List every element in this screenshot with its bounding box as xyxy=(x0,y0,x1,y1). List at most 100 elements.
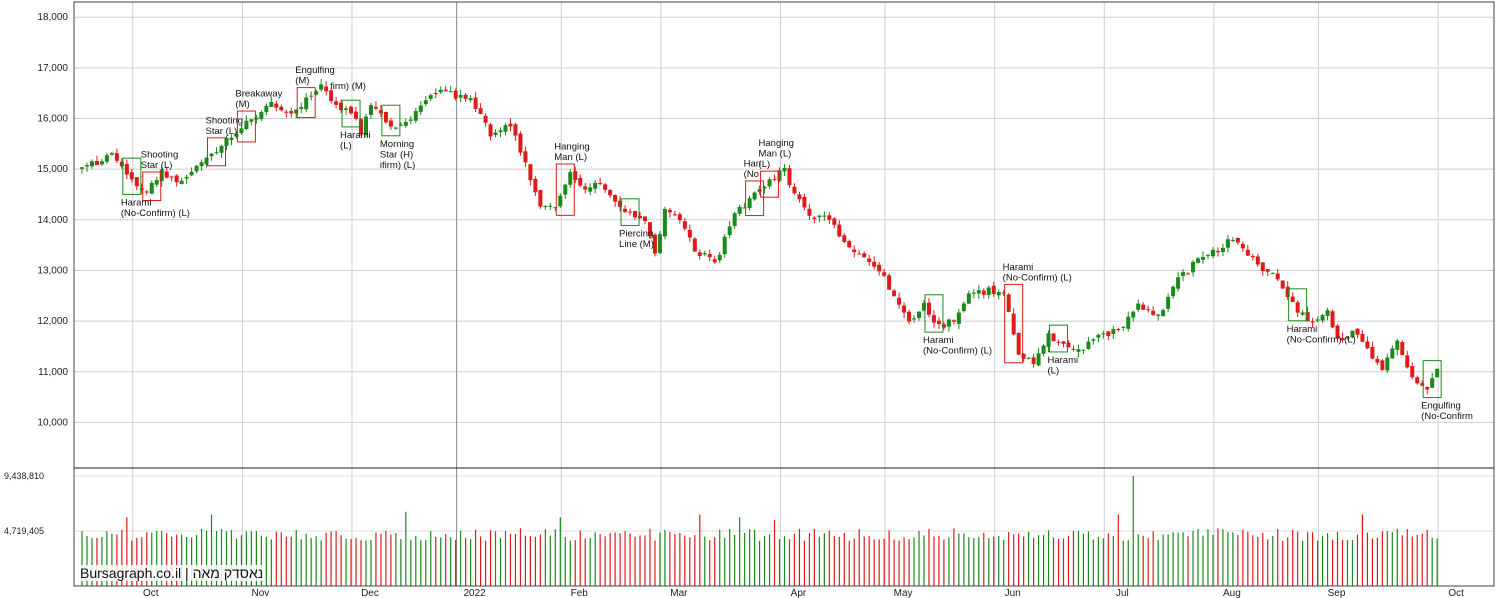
pattern-label: (No-Confirm) (L) xyxy=(121,208,190,219)
candle-body xyxy=(1176,277,1181,289)
candle-body xyxy=(1300,312,1305,315)
pattern-label: (L) xyxy=(1048,365,1060,376)
candle-body xyxy=(767,179,772,187)
y-tick-label: 16,000 xyxy=(37,114,68,125)
candle-body xyxy=(1031,357,1036,364)
candle-body xyxy=(334,101,339,105)
candle-body xyxy=(603,184,608,190)
candle-body xyxy=(398,124,403,126)
axes: 18,000 17,000 16,000 15,000 14,000 13,000 12,0… xyxy=(4,1,1495,598)
candle-body xyxy=(1425,386,1430,390)
candle-body xyxy=(1116,329,1121,331)
candle-body xyxy=(1016,332,1021,355)
pattern-label: Star (L) xyxy=(141,160,173,171)
candle-body xyxy=(448,91,453,93)
candle-body xyxy=(1196,258,1201,263)
candle-body xyxy=(1205,255,1210,257)
candle-body xyxy=(662,209,667,237)
candle-body xyxy=(867,258,872,262)
candle-body xyxy=(1365,341,1370,349)
pattern-label: firm) (M) xyxy=(330,81,366,92)
candle-body xyxy=(1410,366,1415,378)
candle-body xyxy=(852,249,857,253)
candle-body xyxy=(344,108,349,110)
candle-body xyxy=(169,176,174,178)
candle-body xyxy=(1106,331,1111,337)
candle-body xyxy=(682,221,687,229)
candle-body xyxy=(593,182,598,189)
candle-body xyxy=(249,119,254,122)
pattern-box xyxy=(1049,324,1069,353)
candle-body xyxy=(777,170,782,181)
candle-body xyxy=(1415,377,1420,384)
candle-body xyxy=(1395,340,1400,350)
candle-body xyxy=(1245,249,1250,256)
candle-body xyxy=(1255,256,1260,265)
candle-body xyxy=(872,261,877,267)
volume-bars xyxy=(81,476,1438,586)
pattern-label: (No-Confirm xyxy=(1421,411,1473,422)
candle-body xyxy=(239,128,244,134)
price-candles xyxy=(80,79,1440,395)
candle-body xyxy=(1171,286,1176,297)
candle-body xyxy=(1131,311,1136,318)
candle-body xyxy=(712,259,717,263)
candle-body xyxy=(857,253,862,255)
candle-body xyxy=(842,235,847,242)
candle-body xyxy=(463,94,468,99)
pattern-box xyxy=(296,87,316,119)
candle-body xyxy=(847,241,852,248)
candle-body xyxy=(1006,294,1011,312)
candle-body xyxy=(797,194,802,200)
candle-body xyxy=(971,292,976,294)
pattern-label: Hanging xyxy=(759,138,794,149)
candle-body xyxy=(428,95,433,99)
candle-body xyxy=(887,275,892,290)
candle-body xyxy=(1141,304,1146,310)
candle-body xyxy=(1036,353,1041,366)
candle-body xyxy=(289,111,294,114)
y-tick-label: 15,000 xyxy=(37,164,68,175)
pattern-label: Harami xyxy=(1003,262,1034,273)
candle-body xyxy=(349,106,354,114)
candle-body xyxy=(1250,256,1255,258)
candle-body xyxy=(882,272,887,276)
x-tick-label: Aug xyxy=(1223,588,1241,598)
candle-body xyxy=(1136,303,1141,310)
candle-body xyxy=(737,206,742,214)
candle-body xyxy=(1270,272,1275,274)
candle-body xyxy=(458,94,463,98)
candle-body xyxy=(912,318,917,320)
candle-body xyxy=(1191,261,1196,273)
candle-body xyxy=(732,213,737,227)
candle-body xyxy=(1370,346,1375,359)
candle-body xyxy=(976,290,981,294)
candle-body xyxy=(224,137,229,146)
candle-body xyxy=(598,183,603,185)
candle-body xyxy=(1071,348,1076,350)
x-tick-label: Apr xyxy=(791,588,807,598)
candle-body xyxy=(946,319,951,327)
x-tick-label: Nov xyxy=(251,588,269,598)
pattern-label: Star (L) xyxy=(206,126,238,137)
pattern-label: Man (L) xyxy=(554,152,587,163)
candle-body xyxy=(1285,286,1290,297)
candle-body xyxy=(478,108,483,114)
candle-body xyxy=(1280,280,1285,289)
candle-body xyxy=(707,254,712,258)
candle-body xyxy=(114,153,119,161)
candle-body xyxy=(94,160,99,166)
candle-body xyxy=(1161,310,1166,317)
candle-body xyxy=(1210,249,1215,257)
candle-body xyxy=(752,192,757,200)
candle-body xyxy=(1215,250,1220,253)
candle-body xyxy=(368,105,373,115)
candle-body xyxy=(548,205,553,207)
candle-body xyxy=(234,133,239,137)
candle-body xyxy=(1320,315,1325,321)
candle-body xyxy=(408,119,413,121)
candle-body xyxy=(578,177,583,186)
candle-body xyxy=(109,153,114,155)
candle-body xyxy=(438,89,443,93)
candle-body xyxy=(199,162,204,167)
